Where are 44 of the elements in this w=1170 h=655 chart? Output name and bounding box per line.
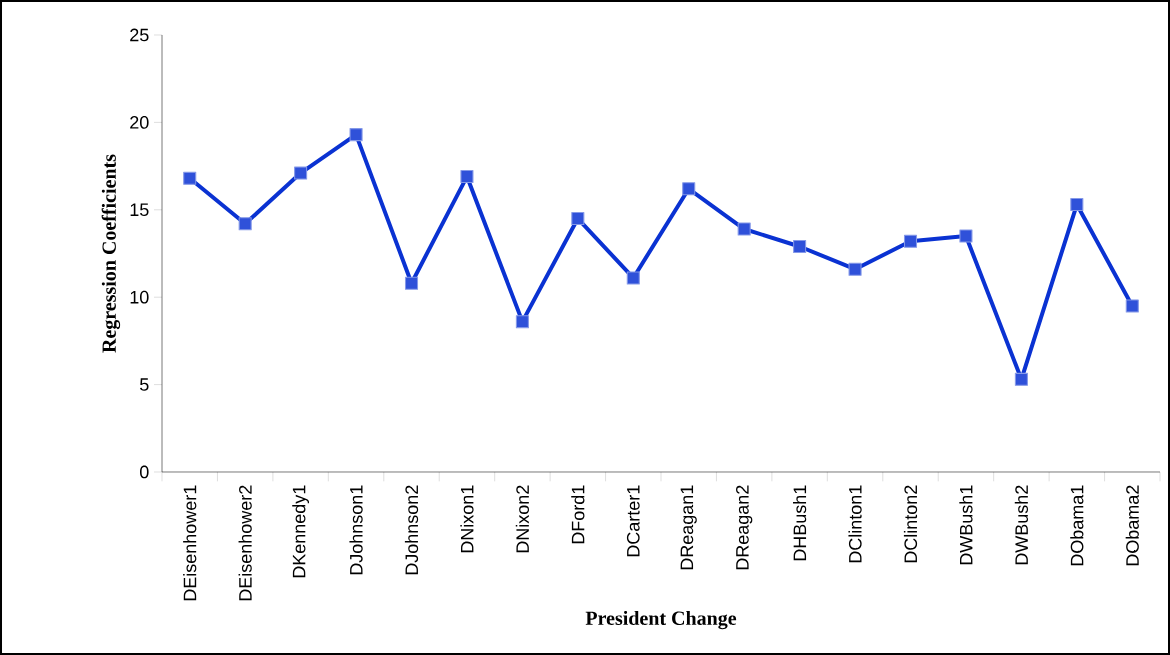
- x-tick-label: DJohnson1: [349, 485, 363, 575]
- x-tick-label: DHBush1: [793, 485, 807, 561]
- point: [626, 271, 640, 285]
- x-tick-label: DClinton2: [903, 485, 918, 563]
- point: [793, 239, 807, 254]
- x-tick-label: DNixon2: [515, 485, 529, 553]
- point: [238, 217, 252, 231]
- point: [1014, 372, 1028, 386]
- point: [1070, 198, 1084, 212]
- x-tick-label: DReagan1: [680, 485, 697, 570]
- x-tick-label: DCarter1: [626, 485, 640, 557]
- y-axis-title: Regression Coefficients: [101, 154, 121, 353]
- x-tick-label: DWBush2: [1014, 485, 1028, 565]
- x-tick-label: DObama1: [1070, 485, 1084, 566]
- x-tick-label: DObama2: [1125, 485, 1139, 566]
- point: [737, 222, 751, 236]
- x-tick-label: DReagan2: [736, 485, 753, 570]
- x-tick-label: DNixon1: [460, 485, 474, 553]
- point: [903, 234, 918, 248]
- point: [183, 171, 197, 185]
- x-tick-label: DKennedy1: [292, 485, 310, 578]
- y-tick-label: 25: [130, 28, 149, 42]
- point: [848, 262, 862, 276]
- x-axis-title: President Change: [585, 610, 737, 630]
- y-tick-label: 20: [130, 116, 149, 129]
- x-tick-label: DWBush1: [959, 485, 973, 565]
- point: [515, 315, 529, 329]
- x-tick-label: DEisenhower1: [183, 485, 197, 601]
- x-tick-label: DFord1: [571, 485, 585, 544]
- y-tick-label: 0: [140, 465, 149, 479]
- point: [959, 229, 973, 243]
- point: [294, 166, 308, 180]
- x-tick-label: DClinton1: [848, 485, 862, 563]
- y-tick-label: 5: [140, 378, 149, 391]
- point: [460, 170, 474, 184]
- point: [404, 276, 419, 290]
- y-tick-label: 15: [130, 203, 149, 217]
- point: [682, 182, 696, 196]
- point: [349, 128, 363, 142]
- x-tick-label: DEisenhower2: [238, 485, 252, 601]
- y-tick-label: 10: [130, 290, 149, 304]
- x-tick-label: DJohnson2: [404, 485, 419, 575]
- point: [1125, 299, 1139, 313]
- point: [571, 211, 585, 226]
